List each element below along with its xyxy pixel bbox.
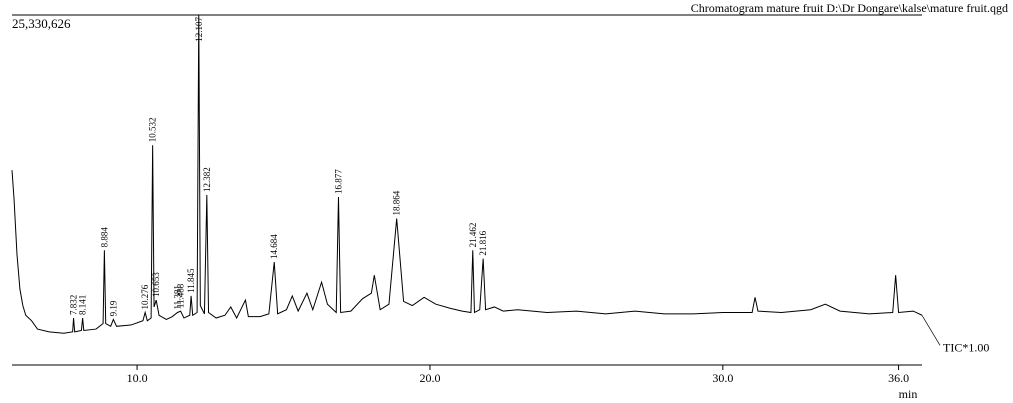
peak-label: 21.462 [468, 223, 478, 248]
peak-label: 12.107 [194, 17, 204, 42]
peak-label: 14.684 [269, 234, 279, 259]
x-tick-label: 10.0 [127, 371, 148, 385]
peak-label: 11.381 [173, 285, 183, 309]
peak-label: 11.488 [176, 283, 186, 308]
x-tick-label: 20.0 [419, 371, 440, 385]
y-tick-label: 25,330,626 [12, 16, 71, 31]
peak-label: 8.884 [99, 227, 109, 248]
legend-label: TIC*1.00 [943, 340, 989, 354]
peak-label: 10.276 [140, 284, 150, 309]
peak-label: 10.653 [151, 272, 161, 297]
peak-label: 7.832 [69, 295, 79, 315]
peak-label: 12.382 [202, 167, 212, 192]
peak-label: 21.816 [478, 230, 488, 255]
peak-label: 8.141 [78, 295, 88, 315]
x-axis-label: min [899, 387, 918, 401]
x-tick-label: 30.0 [712, 371, 733, 385]
peak-label: 10.532 [148, 118, 158, 143]
legend-leader [921, 315, 941, 346]
trace [11, 14, 923, 334]
peak-label: 11.845 [186, 268, 196, 293]
x-tick-label: 36.0 [888, 371, 909, 385]
peak-label: 9.19 [108, 300, 118, 316]
peak-label: 18.864 [392, 190, 402, 215]
peak-label: 16.877 [333, 169, 343, 194]
chart-title: Chromatogram mature fruit D:\Dr Dongare\… [691, 1, 1008, 15]
